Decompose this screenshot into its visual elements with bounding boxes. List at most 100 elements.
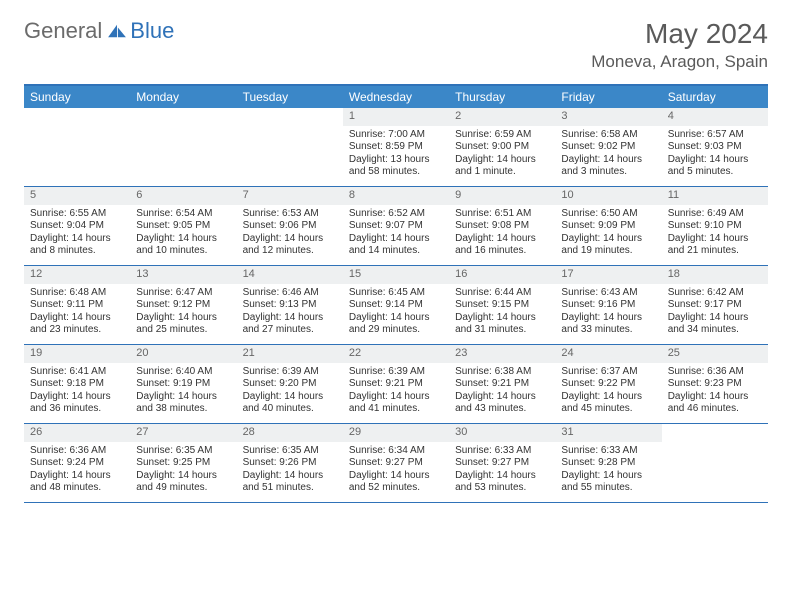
weekday-header: Tuesday xyxy=(237,86,343,108)
weekday-header: Wednesday xyxy=(343,86,449,108)
calendar-cell: 19Sunrise: 6:41 AMSunset: 9:18 PMDayligh… xyxy=(24,345,130,423)
title-block: May 2024 Moneva, Aragon, Spain xyxy=(591,18,768,72)
sunrise-text: Sunrise: 6:54 AM xyxy=(136,208,230,221)
day-info: Sunrise: 6:33 AMSunset: 9:28 PMDaylight:… xyxy=(555,442,661,501)
daylight-text: Daylight: 14 hours and 19 minutes. xyxy=(561,233,655,258)
day-number: 27 xyxy=(130,424,236,442)
daylight-text: Daylight: 14 hours and 49 minutes. xyxy=(136,470,230,495)
day-info: Sunrise: 6:58 AMSunset: 9:02 PMDaylight:… xyxy=(555,126,661,185)
daylight-text: Daylight: 14 hours and 55 minutes. xyxy=(561,470,655,495)
calendar-cell: 8Sunrise: 6:52 AMSunset: 9:07 PMDaylight… xyxy=(343,187,449,265)
calendar-cell: 13Sunrise: 6:47 AMSunset: 9:12 PMDayligh… xyxy=(130,266,236,344)
day-info: Sunrise: 6:37 AMSunset: 9:22 PMDaylight:… xyxy=(555,363,661,422)
day-info: Sunrise: 6:50 AMSunset: 9:09 PMDaylight:… xyxy=(555,205,661,264)
weekday-header-row: SundayMondayTuesdayWednesdayThursdayFrid… xyxy=(24,86,768,108)
calendar-cell: .. xyxy=(130,108,236,186)
calendar-cell: 1Sunrise: 7:00 AMSunset: 8:59 PMDaylight… xyxy=(343,108,449,186)
sunrise-text: Sunrise: 6:55 AM xyxy=(30,208,124,221)
sunrise-text: Sunrise: 6:50 AM xyxy=(561,208,655,221)
calendar-cell: 3Sunrise: 6:58 AMSunset: 9:02 PMDaylight… xyxy=(555,108,661,186)
daylight-text: Daylight: 14 hours and 52 minutes. xyxy=(349,470,443,495)
sunset-text: Sunset: 9:03 PM xyxy=(668,141,762,154)
day-number: 13 xyxy=(130,266,236,284)
sunrise-text: Sunrise: 6:35 AM xyxy=(243,445,337,458)
calendar-cell: 31Sunrise: 6:33 AMSunset: 9:28 PMDayligh… xyxy=(555,424,661,502)
calendar-cell: 20Sunrise: 6:40 AMSunset: 9:19 PMDayligh… xyxy=(130,345,236,423)
daylight-text: Daylight: 14 hours and 41 minutes. xyxy=(349,391,443,416)
sunset-text: Sunset: 9:20 PM xyxy=(243,378,337,391)
weekday-header: Monday xyxy=(130,86,236,108)
day-number: 20 xyxy=(130,345,236,363)
calendar-cell: 17Sunrise: 6:43 AMSunset: 9:16 PMDayligh… xyxy=(555,266,661,344)
calendar-cell: 24Sunrise: 6:37 AMSunset: 9:22 PMDayligh… xyxy=(555,345,661,423)
sunrise-text: Sunrise: 6:45 AM xyxy=(349,287,443,300)
sunset-text: Sunset: 9:25 PM xyxy=(136,457,230,470)
daylight-text: Daylight: 14 hours and 16 minutes. xyxy=(455,233,549,258)
daylight-text: Daylight: 14 hours and 8 minutes. xyxy=(30,233,124,258)
brand-word-1: General xyxy=(24,18,102,44)
brand-sail-icon xyxy=(106,23,128,39)
calendar-cell: 29Sunrise: 6:34 AMSunset: 9:27 PMDayligh… xyxy=(343,424,449,502)
day-number: 4 xyxy=(662,108,768,126)
sunset-text: Sunset: 9:07 PM xyxy=(349,220,443,233)
calendar-cell: 16Sunrise: 6:44 AMSunset: 9:15 PMDayligh… xyxy=(449,266,555,344)
sunrise-text: Sunrise: 6:46 AM xyxy=(243,287,337,300)
sunset-text: Sunset: 9:04 PM xyxy=(30,220,124,233)
daylight-text: Daylight: 14 hours and 12 minutes. xyxy=(243,233,337,258)
calendar-cell: .. xyxy=(24,108,130,186)
day-number: 11 xyxy=(662,187,768,205)
sunset-text: Sunset: 9:14 PM xyxy=(349,299,443,312)
daylight-text: Daylight: 14 hours and 1 minute. xyxy=(455,154,549,179)
sunset-text: Sunset: 9:21 PM xyxy=(349,378,443,391)
sunrise-text: Sunrise: 6:37 AM xyxy=(561,366,655,379)
sunset-text: Sunset: 9:13 PM xyxy=(243,299,337,312)
day-number: 18 xyxy=(662,266,768,284)
day-number: 14 xyxy=(237,266,343,284)
day-info: Sunrise: 6:35 AMSunset: 9:25 PMDaylight:… xyxy=(130,442,236,501)
sunset-text: Sunset: 9:09 PM xyxy=(561,220,655,233)
calendar-cell: 26Sunrise: 6:36 AMSunset: 9:24 PMDayligh… xyxy=(24,424,130,502)
calendar-cell: 12Sunrise: 6:48 AMSunset: 9:11 PMDayligh… xyxy=(24,266,130,344)
day-number: 15 xyxy=(343,266,449,284)
day-number: 9 xyxy=(449,187,555,205)
calendar-cell: 14Sunrise: 6:46 AMSunset: 9:13 PMDayligh… xyxy=(237,266,343,344)
page-title: May 2024 xyxy=(591,18,768,50)
sunrise-text: Sunrise: 6:57 AM xyxy=(668,129,762,142)
day-number: 22 xyxy=(343,345,449,363)
brand-logo: General Blue xyxy=(24,18,174,44)
daylight-text: Daylight: 14 hours and 14 minutes. xyxy=(349,233,443,258)
day-info: Sunrise: 6:36 AMSunset: 9:23 PMDaylight:… xyxy=(662,363,768,422)
calendar: SundayMondayTuesdayWednesdayThursdayFrid… xyxy=(24,84,768,503)
sunset-text: Sunset: 9:21 PM xyxy=(455,378,549,391)
day-info: Sunrise: 6:49 AMSunset: 9:10 PMDaylight:… xyxy=(662,205,768,264)
day-info: Sunrise: 6:33 AMSunset: 9:27 PMDaylight:… xyxy=(449,442,555,501)
sunset-text: Sunset: 9:27 PM xyxy=(455,457,549,470)
day-number: 29 xyxy=(343,424,449,442)
sunset-text: Sunset: 9:22 PM xyxy=(561,378,655,391)
daylight-text: Daylight: 14 hours and 34 minutes. xyxy=(668,312,762,337)
sunrise-text: Sunrise: 6:38 AM xyxy=(455,366,549,379)
calendar-cell: 22Sunrise: 6:39 AMSunset: 9:21 PMDayligh… xyxy=(343,345,449,423)
daylight-text: Daylight: 14 hours and 29 minutes. xyxy=(349,312,443,337)
day-info: Sunrise: 6:35 AMSunset: 9:26 PMDaylight:… xyxy=(237,442,343,501)
sunset-text: Sunset: 9:10 PM xyxy=(668,220,762,233)
daylight-text: Daylight: 14 hours and 43 minutes. xyxy=(455,391,549,416)
day-number: 24 xyxy=(555,345,661,363)
sunset-text: Sunset: 9:08 PM xyxy=(455,220,549,233)
brand-word-2: Blue xyxy=(130,18,174,44)
sunrise-text: Sunrise: 6:48 AM xyxy=(30,287,124,300)
day-number: 25 xyxy=(662,345,768,363)
day-info: Sunrise: 6:57 AMSunset: 9:03 PMDaylight:… xyxy=(662,126,768,185)
day-number: 17 xyxy=(555,266,661,284)
daylight-text: Daylight: 14 hours and 48 minutes. xyxy=(30,470,124,495)
sunset-text: Sunset: 9:27 PM xyxy=(349,457,443,470)
sunrise-text: Sunrise: 6:53 AM xyxy=(243,208,337,221)
day-info: Sunrise: 6:52 AMSunset: 9:07 PMDaylight:… xyxy=(343,205,449,264)
day-info: Sunrise: 6:43 AMSunset: 9:16 PMDaylight:… xyxy=(555,284,661,343)
calendar-week-row: ......1Sunrise: 7:00 AMSunset: 8:59 PMDa… xyxy=(24,108,768,187)
sunrise-text: Sunrise: 6:43 AM xyxy=(561,287,655,300)
sunset-text: Sunset: 9:05 PM xyxy=(136,220,230,233)
calendar-cell: 2Sunrise: 6:59 AMSunset: 9:00 PMDaylight… xyxy=(449,108,555,186)
sunrise-text: Sunrise: 6:42 AM xyxy=(668,287,762,300)
calendar-cell: .. xyxy=(237,108,343,186)
